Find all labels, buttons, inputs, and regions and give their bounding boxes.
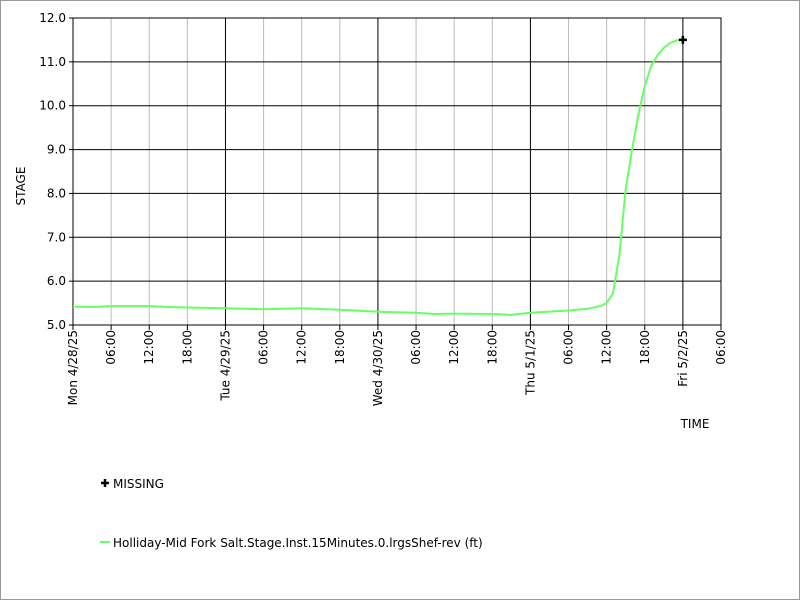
x-tick-label: 18:00 — [485, 330, 499, 365]
x-tick-label: 18:00 — [638, 330, 652, 365]
y-tick-label: 11.0 — [39, 55, 66, 69]
series-line — [72, 38, 684, 316]
x-tick-label: 06:00 — [257, 330, 271, 365]
x-tick-label: 06:00 — [104, 330, 118, 365]
x-tick-label: 06:00 — [562, 330, 576, 365]
x-tick-label: Fri 5/2/25 — [676, 330, 690, 387]
x-tick-label: Mon 4/28/25 — [66, 330, 80, 405]
x-tick-label: 06:00 — [714, 330, 728, 365]
missing-marker — [101, 479, 109, 487]
y-tick-label: 5.0 — [47, 318, 66, 332]
x-tick-label: 12:00 — [447, 330, 461, 365]
x-tick-label: 12:00 — [295, 330, 309, 365]
legend-label: Holliday-Mid Fork Salt.Stage.Inst.15Minu… — [113, 536, 483, 550]
x-tick-label: 18:00 — [180, 330, 194, 365]
legend-label: MISSING — [113, 477, 164, 491]
y-tick-label: 6.0 — [47, 274, 66, 288]
y-axis-title: STAGE — [14, 167, 28, 206]
x-tick-label: Wed 4/30/25 — [371, 330, 385, 406]
x-tick-label: Thu 5/1/25 — [523, 330, 537, 396]
x-tick-label: 12:00 — [600, 330, 614, 365]
x-tick-label: 12:00 — [142, 330, 156, 365]
y-tick-label: 7.0 — [47, 230, 66, 244]
plot-border — [72, 17, 722, 326]
x-tick-label: Tue 4/29/25 — [218, 330, 232, 402]
x-tick-label: 18:00 — [333, 330, 347, 365]
y-tick-label: 12.0 — [39, 11, 66, 25]
y-tick-label: 8.0 — [47, 186, 66, 200]
y-tick-label: 10.0 — [39, 99, 66, 113]
missing-marker — [678, 35, 687, 44]
y-tick-label: 9.0 — [47, 143, 66, 157]
x-axis-title: TIME — [680, 417, 710, 431]
x-tick-label: 06:00 — [409, 330, 423, 365]
